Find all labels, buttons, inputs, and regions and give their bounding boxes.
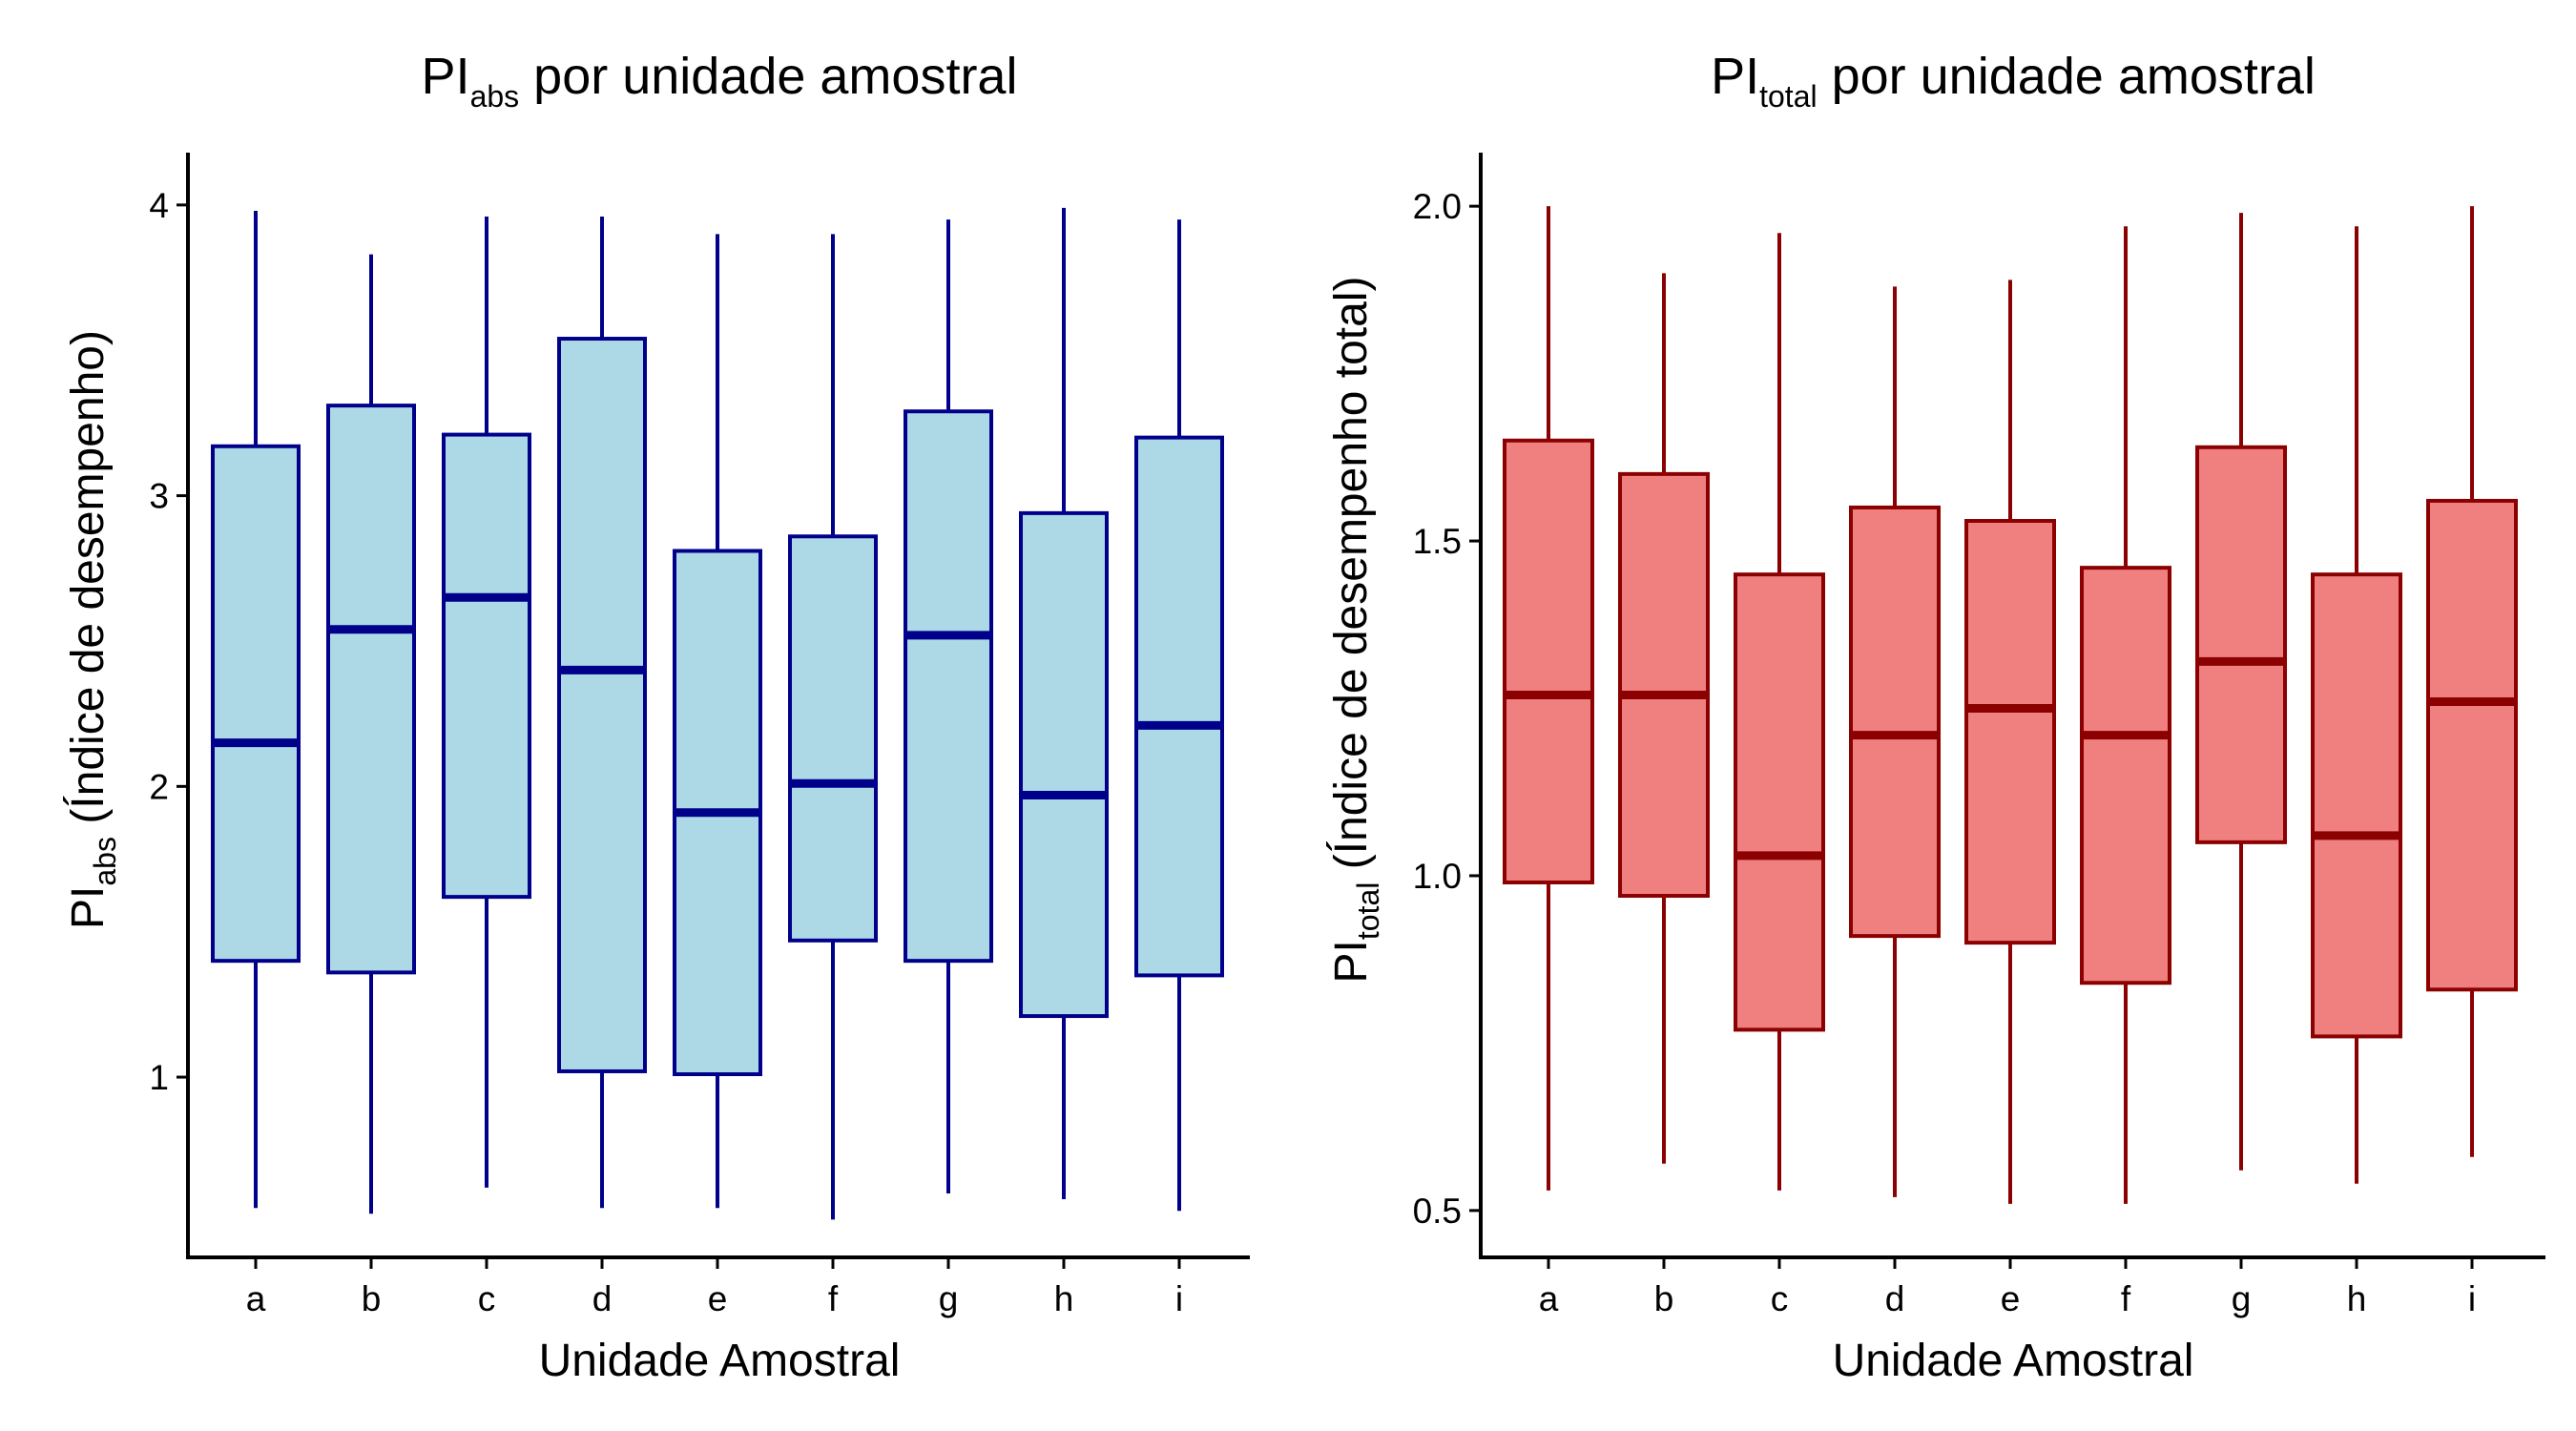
x-axis-title: Unidade Amostral bbox=[1833, 1336, 2194, 1386]
box-iqr bbox=[211, 444, 301, 964]
box-h bbox=[2311, 226, 2402, 1184]
x-tick-label: d bbox=[1885, 1279, 1905, 1318]
y-tick-label: 1.5 bbox=[1413, 522, 1462, 561]
box-d bbox=[557, 217, 647, 1209]
box-c bbox=[442, 217, 531, 1188]
x-tick-label: e bbox=[708, 1279, 728, 1318]
x-tick-label: e bbox=[2001, 1279, 2021, 1318]
box-b bbox=[1618, 273, 1710, 1164]
chart-panel-pi-total: PItotal por unidade amostral PItotal (Ín… bbox=[1326, 48, 2545, 1386]
x-tick-label: g bbox=[2232, 1279, 2252, 1318]
box-iqr bbox=[2080, 566, 2171, 985]
box-e bbox=[1964, 280, 2056, 1204]
box-iqr bbox=[2195, 445, 2287, 844]
x-tick-label: b bbox=[362, 1279, 382, 1318]
box-iqr bbox=[442, 432, 531, 900]
x-axis-title: Unidade Amostral bbox=[539, 1336, 901, 1386]
box-iqr bbox=[1134, 435, 1224, 978]
x-tick-label: f bbox=[2121, 1279, 2131, 1318]
box-d bbox=[1849, 286, 1941, 1197]
x-tick-label: h bbox=[2347, 1279, 2367, 1318]
x-tick-label: b bbox=[1654, 1279, 1674, 1318]
x-tick-label: f bbox=[828, 1279, 839, 1318]
y-tick-label: 2.0 bbox=[1413, 187, 1462, 226]
y-tick-label: 2 bbox=[149, 767, 169, 806]
box-i bbox=[2426, 206, 2518, 1157]
x-tick-label: g bbox=[939, 1279, 959, 1318]
chart-panel-pi-abs: PIabs por unidade amostral PIabs (Índice… bbox=[63, 48, 1250, 1386]
y-tick-label: 1 bbox=[149, 1058, 169, 1097]
box-e bbox=[673, 234, 762, 1209]
box-iqr bbox=[788, 534, 878, 943]
box-iqr bbox=[1964, 519, 2056, 945]
box-iqr bbox=[904, 409, 993, 964]
plot-area: 0.5 1.0 1.5 2.0 a b c d e f g h i bbox=[1413, 153, 2545, 1318]
y-axis-title: PItotal (Índice de desempenho total) bbox=[1326, 277, 1385, 984]
x-tick-label: a bbox=[1539, 1279, 1559, 1318]
chart-title: PItotal por unidade amostral bbox=[1711, 48, 2316, 114]
box-iqr bbox=[1503, 438, 1594, 884]
box-g bbox=[2195, 213, 2287, 1171]
chart-title: PIabs por unidade amostral bbox=[422, 48, 1018, 114]
box-f bbox=[2080, 226, 2171, 1204]
box-f bbox=[788, 234, 878, 1220]
box-iqr bbox=[2426, 498, 2518, 992]
box-c bbox=[1734, 233, 1825, 1191]
y-tick-label: 3 bbox=[149, 477, 169, 516]
y-tick-label: 4 bbox=[149, 186, 169, 225]
box-g bbox=[904, 219, 993, 1193]
box-iqr bbox=[1618, 471, 1710, 899]
box-iqr bbox=[326, 404, 416, 975]
x-tick-label: a bbox=[246, 1279, 266, 1318]
box-b bbox=[326, 254, 416, 1214]
box-iqr bbox=[1849, 505, 1941, 939]
x-tick-label: i bbox=[1175, 1279, 1183, 1318]
box-a bbox=[211, 210, 301, 1209]
box-iqr bbox=[2311, 572, 2402, 1039]
x-tick-label: d bbox=[592, 1279, 613, 1318]
plot-area: 1 2 3 4 a b c d e f g h i bbox=[149, 153, 1250, 1318]
x-tick-label: h bbox=[1054, 1279, 1074, 1318]
box-iqr bbox=[1019, 510, 1109, 1019]
x-tick-label: i bbox=[2468, 1279, 2476, 1318]
box-iqr bbox=[557, 337, 647, 1073]
y-tick-label: 0.5 bbox=[1413, 1192, 1462, 1231]
y-axis-title: PIabs (Índice de desempenho) bbox=[63, 330, 122, 929]
x-tick-label: c bbox=[478, 1279, 496, 1318]
y-tick-label: 1.0 bbox=[1413, 857, 1462, 896]
x-tick-label: c bbox=[1771, 1279, 1789, 1318]
box-h bbox=[1019, 207, 1109, 1200]
box-i bbox=[1134, 219, 1224, 1212]
box-iqr bbox=[1734, 572, 1825, 1032]
box-a bbox=[1503, 206, 1594, 1191]
